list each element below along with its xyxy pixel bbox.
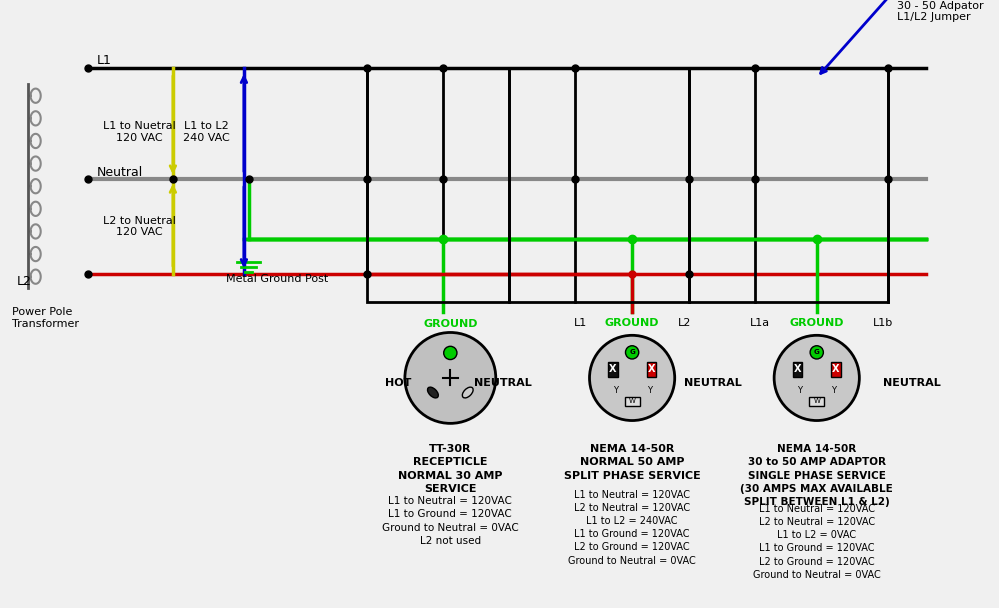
Text: 30 - 50 Adpator
L1/L2 Jumper: 30 - 50 Adpator L1/L2 Jumper: [897, 1, 984, 22]
Circle shape: [774, 336, 859, 421]
Text: L1 to Neutral = 120VAC
L2 to Neutral = 120VAC
L1 to L2 = 240VAC
L1 to Ground = 1: L1 to Neutral = 120VAC L2 to Neutral = 1…: [568, 489, 696, 565]
Bar: [509, 68, 689, 302]
Text: L1 to Nuetral
120 VAC: L1 to Nuetral 120 VAC: [104, 121, 176, 142]
Text: L1: L1: [573, 318, 586, 328]
Bar: [831, 362, 840, 377]
Text: G: G: [629, 350, 635, 355]
Text: X: X: [647, 364, 655, 375]
Text: Y: Y: [646, 386, 651, 395]
Bar: [793, 362, 802, 377]
Text: L1a: L1a: [750, 318, 770, 328]
Text: GROUND: GROUND: [424, 319, 478, 329]
Text: NEMA 14-50R
30 to 50 AMP ADAPTOR
SINGLE PHASE SERVICE
(30 AMPS MAX AVAILABLE
SPL: NEMA 14-50R 30 to 50 AMP ADAPTOR SINGLE …: [740, 444, 893, 507]
Text: L1 to Neutral = 120VAC
L1 to Ground = 120VAC
Ground to Neutral = 0VAC
L2 not use: L1 to Neutral = 120VAC L1 to Ground = 12…: [382, 496, 518, 546]
Text: L2: L2: [677, 318, 691, 328]
Text: NEUTRAL: NEUTRAL: [474, 378, 531, 388]
Text: GROUND: GROUND: [604, 318, 659, 328]
Text: L2: L2: [17, 275, 32, 288]
Circle shape: [810, 346, 823, 359]
Text: L1b: L1b: [873, 318, 893, 328]
Text: X: X: [832, 364, 840, 375]
Bar: [367, 68, 509, 302]
Bar: [624, 396, 639, 406]
Text: Neutral: Neutral: [97, 166, 144, 179]
Ellipse shape: [428, 387, 439, 398]
Text: L2 to Nuetral
120 VAC: L2 to Nuetral 120 VAC: [103, 216, 176, 237]
Text: TT-30R
RECEPTICLE
NORMAL 30 AMP
SERVICE: TT-30R RECEPTICLE NORMAL 30 AMP SERVICE: [398, 444, 502, 494]
Circle shape: [625, 346, 638, 359]
Bar: [646, 362, 656, 377]
Text: Power Pole
Transformer: Power Pole Transformer: [12, 307, 79, 328]
Circle shape: [444, 347, 457, 359]
Text: L1 to L2
240 VAC: L1 to L2 240 VAC: [183, 121, 230, 142]
Bar: [608, 362, 617, 377]
Text: HOT: HOT: [385, 378, 412, 388]
Circle shape: [589, 336, 674, 421]
Text: X: X: [794, 364, 801, 375]
Text: W: W: [628, 398, 635, 404]
Text: GROUND: GROUND: [789, 318, 844, 328]
Text: Metal Ground Post: Metal Ground Post: [226, 274, 329, 283]
Text: X: X: [609, 364, 616, 375]
Text: Y: Y: [612, 386, 617, 395]
Text: L1: L1: [97, 54, 112, 67]
Text: Y: Y: [831, 386, 836, 395]
Text: NEMA 14-50R
NORMAL 50 AMP
SPLIT PHASE SERVICE: NEMA 14-50R NORMAL 50 AMP SPLIT PHASE SE…: [563, 444, 700, 480]
Ellipse shape: [463, 387, 474, 398]
Text: NEUTRAL: NEUTRAL: [683, 378, 741, 388]
Text: L1 to Neutral = 120VAC
L2 to Neutral = 120VAC
L1 to L2 = 0VAC
L1 to Ground = 120: L1 to Neutral = 120VAC L2 to Neutral = 1…: [753, 504, 880, 580]
Text: NEUTRAL: NEUTRAL: [882, 378, 940, 388]
Bar: [689, 68, 888, 302]
Text: Y: Y: [797, 386, 802, 395]
Text: W: W: [813, 398, 820, 404]
Bar: [809, 396, 824, 406]
Text: G: G: [814, 350, 819, 355]
Circle shape: [405, 333, 496, 423]
